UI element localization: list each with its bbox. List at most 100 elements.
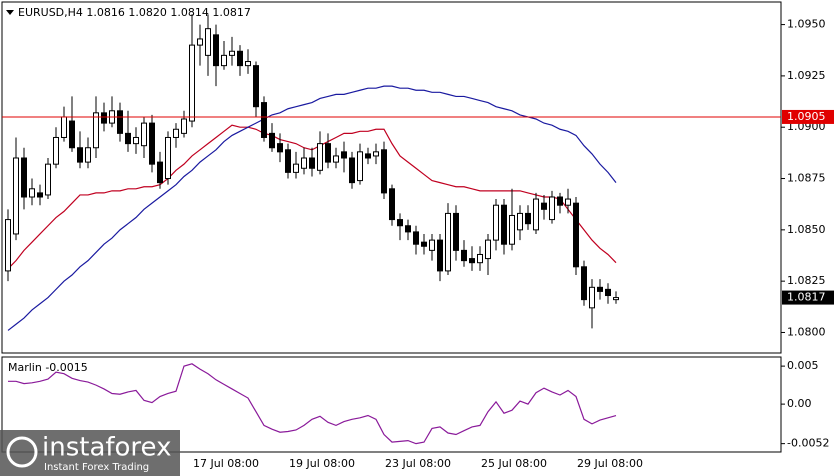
watermark-brand: instaforex — [42, 433, 171, 463]
y-tick-label: 1.0800 — [787, 325, 826, 338]
line — [7, 85, 617, 331]
candle-body — [61, 116, 67, 138]
last-price-box — [782, 290, 834, 305]
x-tick-label: 17 Jul 08:00 — [193, 457, 259, 470]
price-panel — [1, 1, 782, 354]
line — [8, 363, 617, 445]
x-tick-label: 23 Jul 08:00 — [385, 457, 451, 470]
candle-body — [173, 128, 179, 138]
candle-body — [613, 297, 619, 301]
candle-body — [125, 132, 131, 145]
candle-body — [133, 136, 139, 145]
candle-body — [413, 231, 419, 245]
candle-body — [437, 239, 443, 272]
candle-body — [301, 157, 307, 169]
candle-body — [485, 239, 491, 260]
menu-arrow — [6, 10, 14, 15]
candle-body — [341, 151, 347, 159]
x-tick-label: 19 Jul 08:00 — [289, 457, 355, 470]
candle-body — [189, 44, 195, 122]
candle-body — [309, 157, 315, 169]
candle-body — [533, 198, 539, 231]
candle-body — [493, 204, 499, 241]
candle-body — [221, 54, 227, 67]
candle-body — [589, 286, 595, 309]
candle-body — [477, 253, 483, 264]
candle-body — [181, 118, 187, 134]
y-tick-label: 1.0825 — [787, 274, 826, 287]
watermark-tagline: Instant Forex Trading — [44, 462, 149, 473]
candle-body — [293, 163, 299, 173]
candle-body — [29, 188, 35, 198]
watermark-box — [0, 430, 180, 476]
y-tick-label: 1.0925 — [787, 69, 826, 82]
candle-body — [5, 219, 11, 272]
y-tick-label: -0.0052 — [787, 437, 829, 450]
candle-body — [37, 192, 43, 198]
candle-body — [597, 286, 603, 292]
candle-body — [501, 204, 507, 245]
candle-body — [117, 110, 123, 134]
candle-body — [77, 147, 83, 163]
candle-body — [165, 136, 171, 180]
candle-body — [421, 241, 427, 247]
candle-body — [373, 151, 379, 157]
candle-body — [517, 212, 523, 231]
candle-body — [149, 122, 155, 165]
candle-body — [549, 196, 555, 221]
hline-label-box — [782, 109, 834, 124]
candle-body — [605, 288, 611, 297]
candle-body — [557, 196, 563, 206]
candle-body — [205, 28, 211, 56]
candle-body — [573, 202, 579, 268]
candle-body — [349, 157, 355, 184]
candle-body — [453, 212, 459, 251]
candle-body — [325, 143, 331, 163]
candle-body — [429, 239, 435, 251]
y-tick-label: 1.0850 — [787, 223, 826, 236]
candle-body — [85, 147, 91, 163]
candle-body — [13, 157, 19, 235]
candle-body — [53, 136, 59, 165]
candle-body — [269, 132, 275, 149]
last-price-label: 1.0817 — [787, 291, 826, 304]
candle-body — [525, 212, 531, 225]
candle-body — [365, 153, 371, 159]
x-tick-label: 25 Jul 08:00 — [481, 457, 547, 470]
candle-body — [381, 149, 387, 194]
candle-body — [21, 157, 27, 198]
x-tick-label: 29 Jul 08:00 — [577, 457, 643, 470]
candle-body — [93, 112, 99, 149]
candle-body — [317, 143, 323, 171]
hline-label: 1.0905 — [787, 110, 826, 123]
candle-body — [277, 143, 283, 153]
candle-body — [261, 102, 267, 138]
candle-body — [581, 266, 587, 301]
y-tick-label: 0.005 — [787, 359, 819, 372]
candle-body — [45, 163, 51, 196]
candle-body — [157, 161, 163, 184]
candle-body — [541, 202, 547, 210]
candle-body — [245, 61, 251, 67]
candle-body — [141, 122, 147, 147]
y-tick-label: 0.00 — [787, 397, 812, 410]
candle-body — [357, 151, 363, 182]
candle-body — [229, 50, 235, 56]
candle-body — [565, 198, 571, 206]
candle-body — [333, 155, 339, 163]
watermark-logo — [6, 436, 38, 468]
candle-body — [197, 38, 203, 46]
candle-body — [253, 65, 259, 108]
candle-body — [237, 50, 243, 67]
candle-body — [405, 225, 411, 233]
candle-body — [509, 214, 515, 245]
candle-body — [469, 258, 475, 264]
watermark: instaforex Instant Forex Trading — [0, 430, 180, 476]
candle-body — [461, 249, 467, 262]
candle-body — [285, 149, 291, 173]
candle-body — [213, 34, 219, 67]
y-tick-label: 1.0950 — [787, 18, 826, 31]
candle-body — [445, 212, 451, 272]
chart-title: EURUSD,H4 1.0816 1.0820 1.0814 1.0817 — [18, 6, 251, 19]
